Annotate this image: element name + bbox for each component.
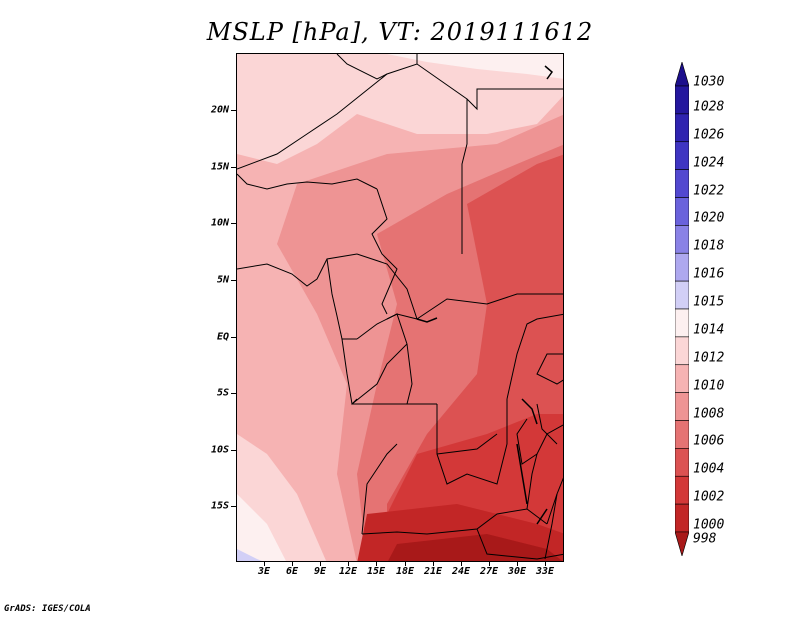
colorbar-label-1015: 1015 bbox=[693, 294, 725, 310]
colorbar-swatch-1002 bbox=[675, 475, 689, 505]
colorbar-label-1026: 1026 bbox=[693, 127, 725, 143]
colorbar-swatch-1024 bbox=[675, 141, 689, 170]
lon-tick bbox=[320, 562, 321, 566]
lon-label-15e: 15E bbox=[366, 566, 386, 577]
colorbar-label-1020: 1020 bbox=[693, 210, 725, 226]
lat-label-eq: EQ bbox=[216, 331, 229, 343]
lon-label-30e: 30E bbox=[507, 566, 527, 577]
colorbar-swatch-1008 bbox=[675, 392, 689, 421]
lon-label-24e: 24E bbox=[451, 566, 471, 577]
lon-label-21e: 21E bbox=[423, 566, 443, 577]
lat-label-5n: 5N bbox=[216, 274, 229, 286]
band-1014-south bbox=[237, 494, 286, 561]
colorbar-label-1028: 1028 bbox=[693, 99, 725, 115]
colorbar-swatch-1022 bbox=[675, 169, 689, 198]
lon-tick bbox=[489, 562, 490, 566]
lat-label-15s: 15S bbox=[210, 500, 229, 512]
colorbar-swatch-1014 bbox=[675, 308, 689, 338]
colorbar-swatch-1028 bbox=[675, 85, 689, 115]
lon-tick bbox=[405, 562, 406, 566]
lat-label-10s: 10S bbox=[210, 444, 229, 456]
colorbar-swatch-1004 bbox=[675, 448, 689, 477]
lon-label-33e: 33E bbox=[535, 566, 555, 577]
colorbar-label-1004: 1004 bbox=[693, 461, 725, 477]
map-panel bbox=[236, 53, 564, 562]
lat-label-20n: 20N bbox=[210, 104, 229, 116]
pressure-field bbox=[237, 54, 563, 561]
colorbar-label-1008: 1008 bbox=[693, 406, 725, 422]
colorbar-label-1018: 1018 bbox=[693, 238, 725, 254]
lon-tick bbox=[433, 562, 434, 566]
lat-tick bbox=[231, 337, 236, 338]
lon-tick bbox=[348, 562, 349, 566]
lat-tick bbox=[231, 167, 236, 168]
colorbar-label-1024: 1024 bbox=[693, 155, 725, 171]
lat-label-5s: 5S bbox=[216, 387, 229, 399]
lon-label-3e: 3E bbox=[257, 566, 271, 577]
colorbar-label-1012: 1012 bbox=[693, 350, 725, 366]
lat-tick bbox=[231, 223, 236, 224]
colorbar-label-1002: 1002 bbox=[693, 489, 725, 505]
colorbar-label-1006: 1006 bbox=[693, 433, 725, 449]
colorbar-swatch-1006 bbox=[675, 420, 689, 449]
colorbar-label-1014: 1014 bbox=[693, 322, 725, 338]
grads-credit: GrADS: IGES/COLA bbox=[4, 604, 91, 614]
lon-tick bbox=[376, 562, 377, 566]
band-1015-south bbox=[237, 549, 262, 561]
colorbar-swatch-1018 bbox=[675, 225, 689, 254]
lon-label-18e: 18E bbox=[395, 566, 415, 577]
colorbar-swatch-1016 bbox=[675, 252, 689, 282]
lat-tick bbox=[231, 393, 236, 394]
lon-tick bbox=[517, 562, 518, 566]
colorbar-swatch-1015 bbox=[675, 280, 689, 310]
colorbar-label-1000: 1000 bbox=[693, 517, 725, 533]
colorbar-swatch-1000 bbox=[675, 503, 689, 533]
lakes bbox=[416, 65, 554, 525]
band-1014-north bbox=[387, 54, 563, 79]
colorbar-swatch-998 bbox=[675, 531, 689, 556]
colorbar-swatch-1030 bbox=[675, 62, 689, 87]
colorbar-swatch-1010 bbox=[675, 364, 689, 393]
country-borders bbox=[237, 54, 563, 560]
lon-tick bbox=[264, 562, 265, 566]
lat-label-10n: 10N bbox=[210, 217, 229, 229]
band-998 bbox=[388, 534, 563, 561]
colorbar-swatch-1026 bbox=[675, 113, 689, 143]
lat-tick bbox=[231, 450, 236, 451]
colorbar-label-1030: 1030 bbox=[693, 74, 725, 90]
lon-label-27e: 27E bbox=[479, 566, 499, 577]
colorbar-swatch-1020 bbox=[675, 197, 689, 226]
lat-tick bbox=[231, 110, 236, 111]
colorbar-label-998: 998 bbox=[693, 531, 717, 547]
lat-tick bbox=[231, 506, 236, 507]
colorbar-label-1016: 1016 bbox=[693, 266, 725, 282]
band-1012-north bbox=[237, 54, 563, 164]
lon-tick bbox=[545, 562, 546, 566]
colorbar-label-1010: 1010 bbox=[693, 378, 725, 394]
lat-tick bbox=[231, 280, 236, 281]
lat-label-15n: 15N bbox=[210, 161, 229, 173]
colorbar-swatch-1012 bbox=[675, 336, 689, 366]
chart-title: MSLP [hPa], VT: 2019111612 bbox=[206, 18, 594, 46]
colorbar-label-1022: 1022 bbox=[693, 183, 725, 199]
colorbar bbox=[675, 62, 689, 556]
lon-tick bbox=[292, 562, 293, 566]
lon-label-12e: 12E bbox=[338, 566, 358, 577]
lon-tick bbox=[461, 562, 462, 566]
lon-label-6e: 6E bbox=[285, 566, 299, 577]
lon-label-9e: 9E bbox=[313, 566, 327, 577]
